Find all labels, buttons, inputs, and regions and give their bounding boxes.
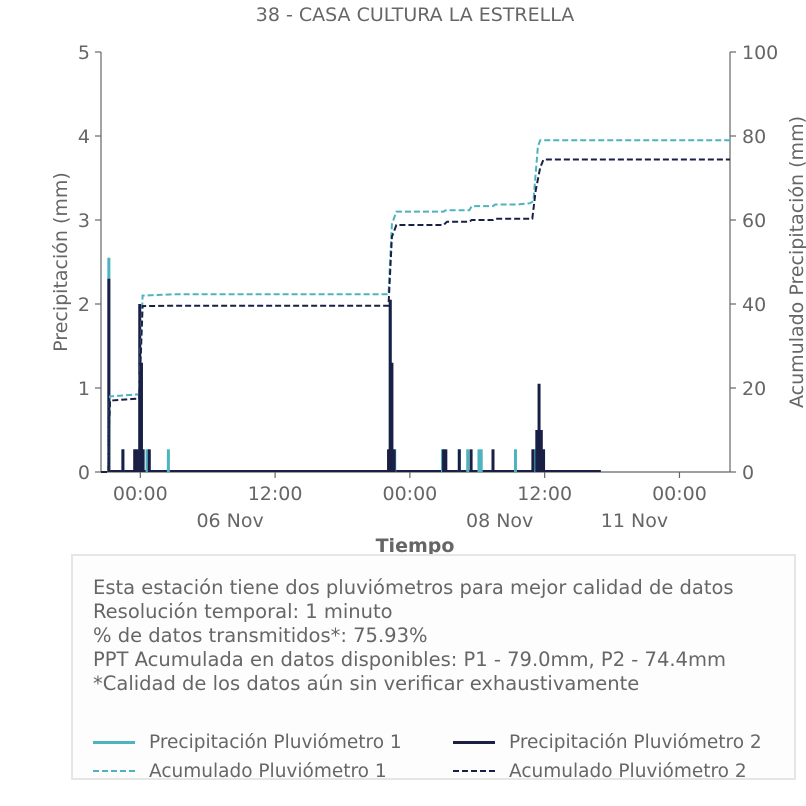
legend-item-acum-p1: Acumulado Pluviómetro 1 xyxy=(93,758,387,784)
x-tick-label: 12:00 xyxy=(248,483,303,505)
cumulative-line-acum-p2 xyxy=(101,158,730,473)
legend-swatch-p2 xyxy=(453,740,495,744)
x-tick-sublabel: 08 Nov xyxy=(466,510,533,532)
legend-swatch-p1 xyxy=(93,740,135,744)
y-tick-label-left: 5 xyxy=(78,42,90,64)
info-box: Esta estación tiene dos pluviómetros par… xyxy=(71,554,796,782)
plot-area: 0 1 2 3 4 5 0 20 40 60 80 100 00:00 12:00 06 Nov 00:00 1… xyxy=(78,42,778,532)
x-tick-sublabel: 06 Nov xyxy=(196,510,263,532)
info-line-accumulated: PPT Acumulada en datos disponibles: P1 -… xyxy=(93,648,726,671)
y-tick-label-left: 2 xyxy=(78,294,90,316)
x-tick-sublabel: 11 Nov xyxy=(601,510,668,532)
y-tick-label-right: 20 xyxy=(742,378,766,400)
y-tick-label-left: 4 xyxy=(78,126,90,148)
legend-swatch-acum-p1 xyxy=(93,770,135,772)
y-axis-label-right: Acumulado Precipitación (mm) xyxy=(786,116,806,408)
y-tick-label-left: 3 xyxy=(78,210,90,232)
x-tick-label: 12:00 xyxy=(517,483,572,505)
info-line-stations: Esta estación tiene dos pluviómetros par… xyxy=(93,576,734,599)
x-axis-label: Tiempo xyxy=(376,535,455,557)
x-tick-label: 00:00 xyxy=(383,483,438,505)
info-line-transmitted: % de datos transmitidos*: 75.93% xyxy=(93,624,428,647)
x-tick-label: 00:00 xyxy=(113,483,168,505)
chart-title: 38 - CASA CULTURA LA ESTRELLA xyxy=(256,4,575,26)
y-axis-label-left: Precipitación (mm) xyxy=(50,172,72,352)
legend-swatch-acum-p2 xyxy=(453,770,495,772)
info-line-resolution: Resolución temporal: 1 minuto xyxy=(93,600,393,623)
legend-item-p1: Precipitación Pluviómetro 1 xyxy=(93,729,402,755)
x-tick-label: 00:00 xyxy=(652,483,707,505)
y-tick-label-right: 100 xyxy=(742,42,778,64)
y-tick-label-right: 60 xyxy=(742,210,766,232)
y-tick-label-right: 0 xyxy=(742,462,754,484)
legend-item-p2: Precipitación Pluviómetro 2 xyxy=(453,729,762,755)
legend-label-acum-p1: Acumulado Pluviómetro 1 xyxy=(149,760,387,782)
legend-label-p1: Precipitación Pluviómetro 1 xyxy=(149,731,402,753)
legend-label-acum-p2: Acumulado Pluviómetro 2 xyxy=(509,760,747,782)
y-tick-label-left: 0 xyxy=(78,462,90,484)
info-line-quality-note: *Calidad de los datos aún sin verificar … xyxy=(93,672,640,695)
y-tick-label-right: 80 xyxy=(742,126,766,148)
y-tick-label-left: 1 xyxy=(78,378,90,400)
y-tick-label-right: 40 xyxy=(742,294,766,316)
legend-label-p2: Precipitación Pluviómetro 2 xyxy=(509,731,762,753)
legend-item-acum-p2: Acumulado Pluviómetro 2 xyxy=(453,758,747,784)
